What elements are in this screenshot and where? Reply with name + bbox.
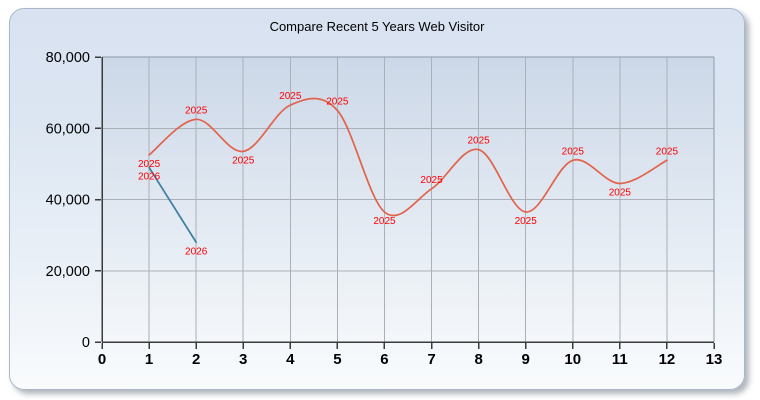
chart-panel: Compare Recent 5 Years Web Visitor — [9, 8, 745, 390]
chart-title: Compare Recent 5 Years Web Visitor — [269, 19, 485, 34]
